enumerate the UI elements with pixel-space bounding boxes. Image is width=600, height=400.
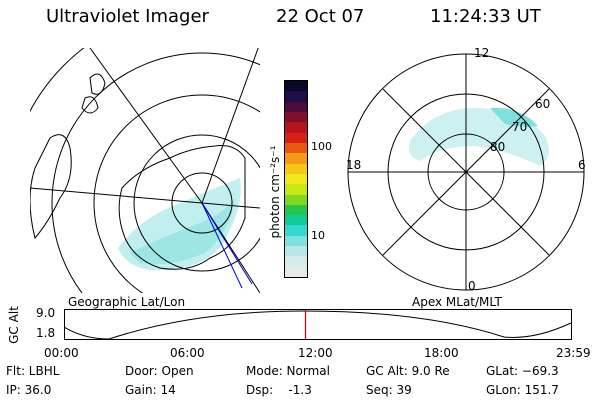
mlt-label-0: 0	[468, 279, 476, 293]
timeline-ytick-bottom: 1.8	[36, 326, 56, 340]
timeline-plot	[64, 309, 572, 340]
geographic-caption: Geographic Lat/Lon	[68, 295, 186, 309]
info-door: Door: Open	[125, 364, 194, 378]
info-gc-alt: GC Alt: 9.0 Re	[366, 364, 450, 378]
colorbar-segment	[285, 81, 307, 92]
timeline-ytick-top: 9.0	[36, 306, 56, 320]
colorbar-segment	[285, 132, 307, 143]
info-mode: Mode: Normal	[246, 364, 330, 378]
colorbar-segment	[285, 256, 307, 267]
mlt-label-12: 12	[474, 46, 490, 60]
colorbar-segment	[285, 112, 307, 123]
colorbar-segment	[285, 101, 307, 112]
colorbar-segment	[285, 235, 307, 247]
timeline-xtick-0000: 00:00	[44, 346, 79, 360]
colorbar	[284, 80, 308, 278]
satellite-track	[201, 202, 253, 285]
apex-polar-plot	[347, 53, 585, 291]
colorbar-segment	[285, 91, 307, 102]
colorbar-tick-10: 10	[311, 229, 325, 242]
colorbar-segment	[285, 215, 307, 226]
apex-aurora-emission	[408, 107, 549, 166]
colorbar-segment	[285, 122, 307, 133]
observation-time: 11:24:33 UT	[430, 6, 541, 27]
info-ip: IP: 36.0	[6, 383, 52, 397]
timeline-xtick-2359: 23:59	[556, 346, 591, 360]
colorbar-segment	[285, 204, 307, 216]
info-seq: Seq: 39	[366, 383, 412, 397]
colorbar-unit-label: photon cm⁻²s⁻¹	[268, 145, 282, 239]
geographic-map	[30, 48, 260, 293]
colorbar-segment	[285, 266, 307, 277]
mlt-label-18: 18	[346, 158, 362, 172]
colorbar-segment	[285, 225, 307, 236]
mlat-label-70: 70	[512, 120, 528, 134]
timeline-xtick-1800: 18:00	[424, 346, 459, 360]
colorbar-segment	[285, 184, 307, 195]
info-gain: Gain: 14	[125, 383, 176, 397]
timeline-xtick-0600: 06:00	[170, 346, 205, 360]
colorbar-segment	[285, 246, 307, 257]
mlt-label-6: 6	[578, 158, 586, 172]
info-dsp: Dsp: -1.3	[246, 383, 312, 397]
colorbar-tick-100: 100	[311, 140, 332, 153]
info-glon: GLon: 151.7	[486, 383, 559, 397]
timeline-ylabel: GC Alt	[7, 306, 21, 344]
mlat-label-60: 60	[535, 97, 551, 111]
observation-date: 22 Oct 07	[276, 6, 365, 27]
instrument-title: Ultraviolet Imager	[46, 6, 209, 27]
colorbar-segment	[285, 163, 307, 174]
timeline-xtick-1200: 12:00	[298, 346, 333, 360]
colorbar-segment	[285, 173, 307, 185]
apex-caption: Apex MLat/MLT	[412, 295, 502, 309]
mlat-label-80: 80	[490, 140, 506, 154]
colorbar-segment	[285, 194, 307, 205]
colorbar-segment	[285, 142, 307, 154]
info-filter: Flt: LBHL	[6, 364, 60, 378]
info-glat: GLat: −69.3	[486, 364, 559, 378]
altitude-curve	[64, 310, 572, 340]
colorbar-segment	[285, 153, 307, 164]
